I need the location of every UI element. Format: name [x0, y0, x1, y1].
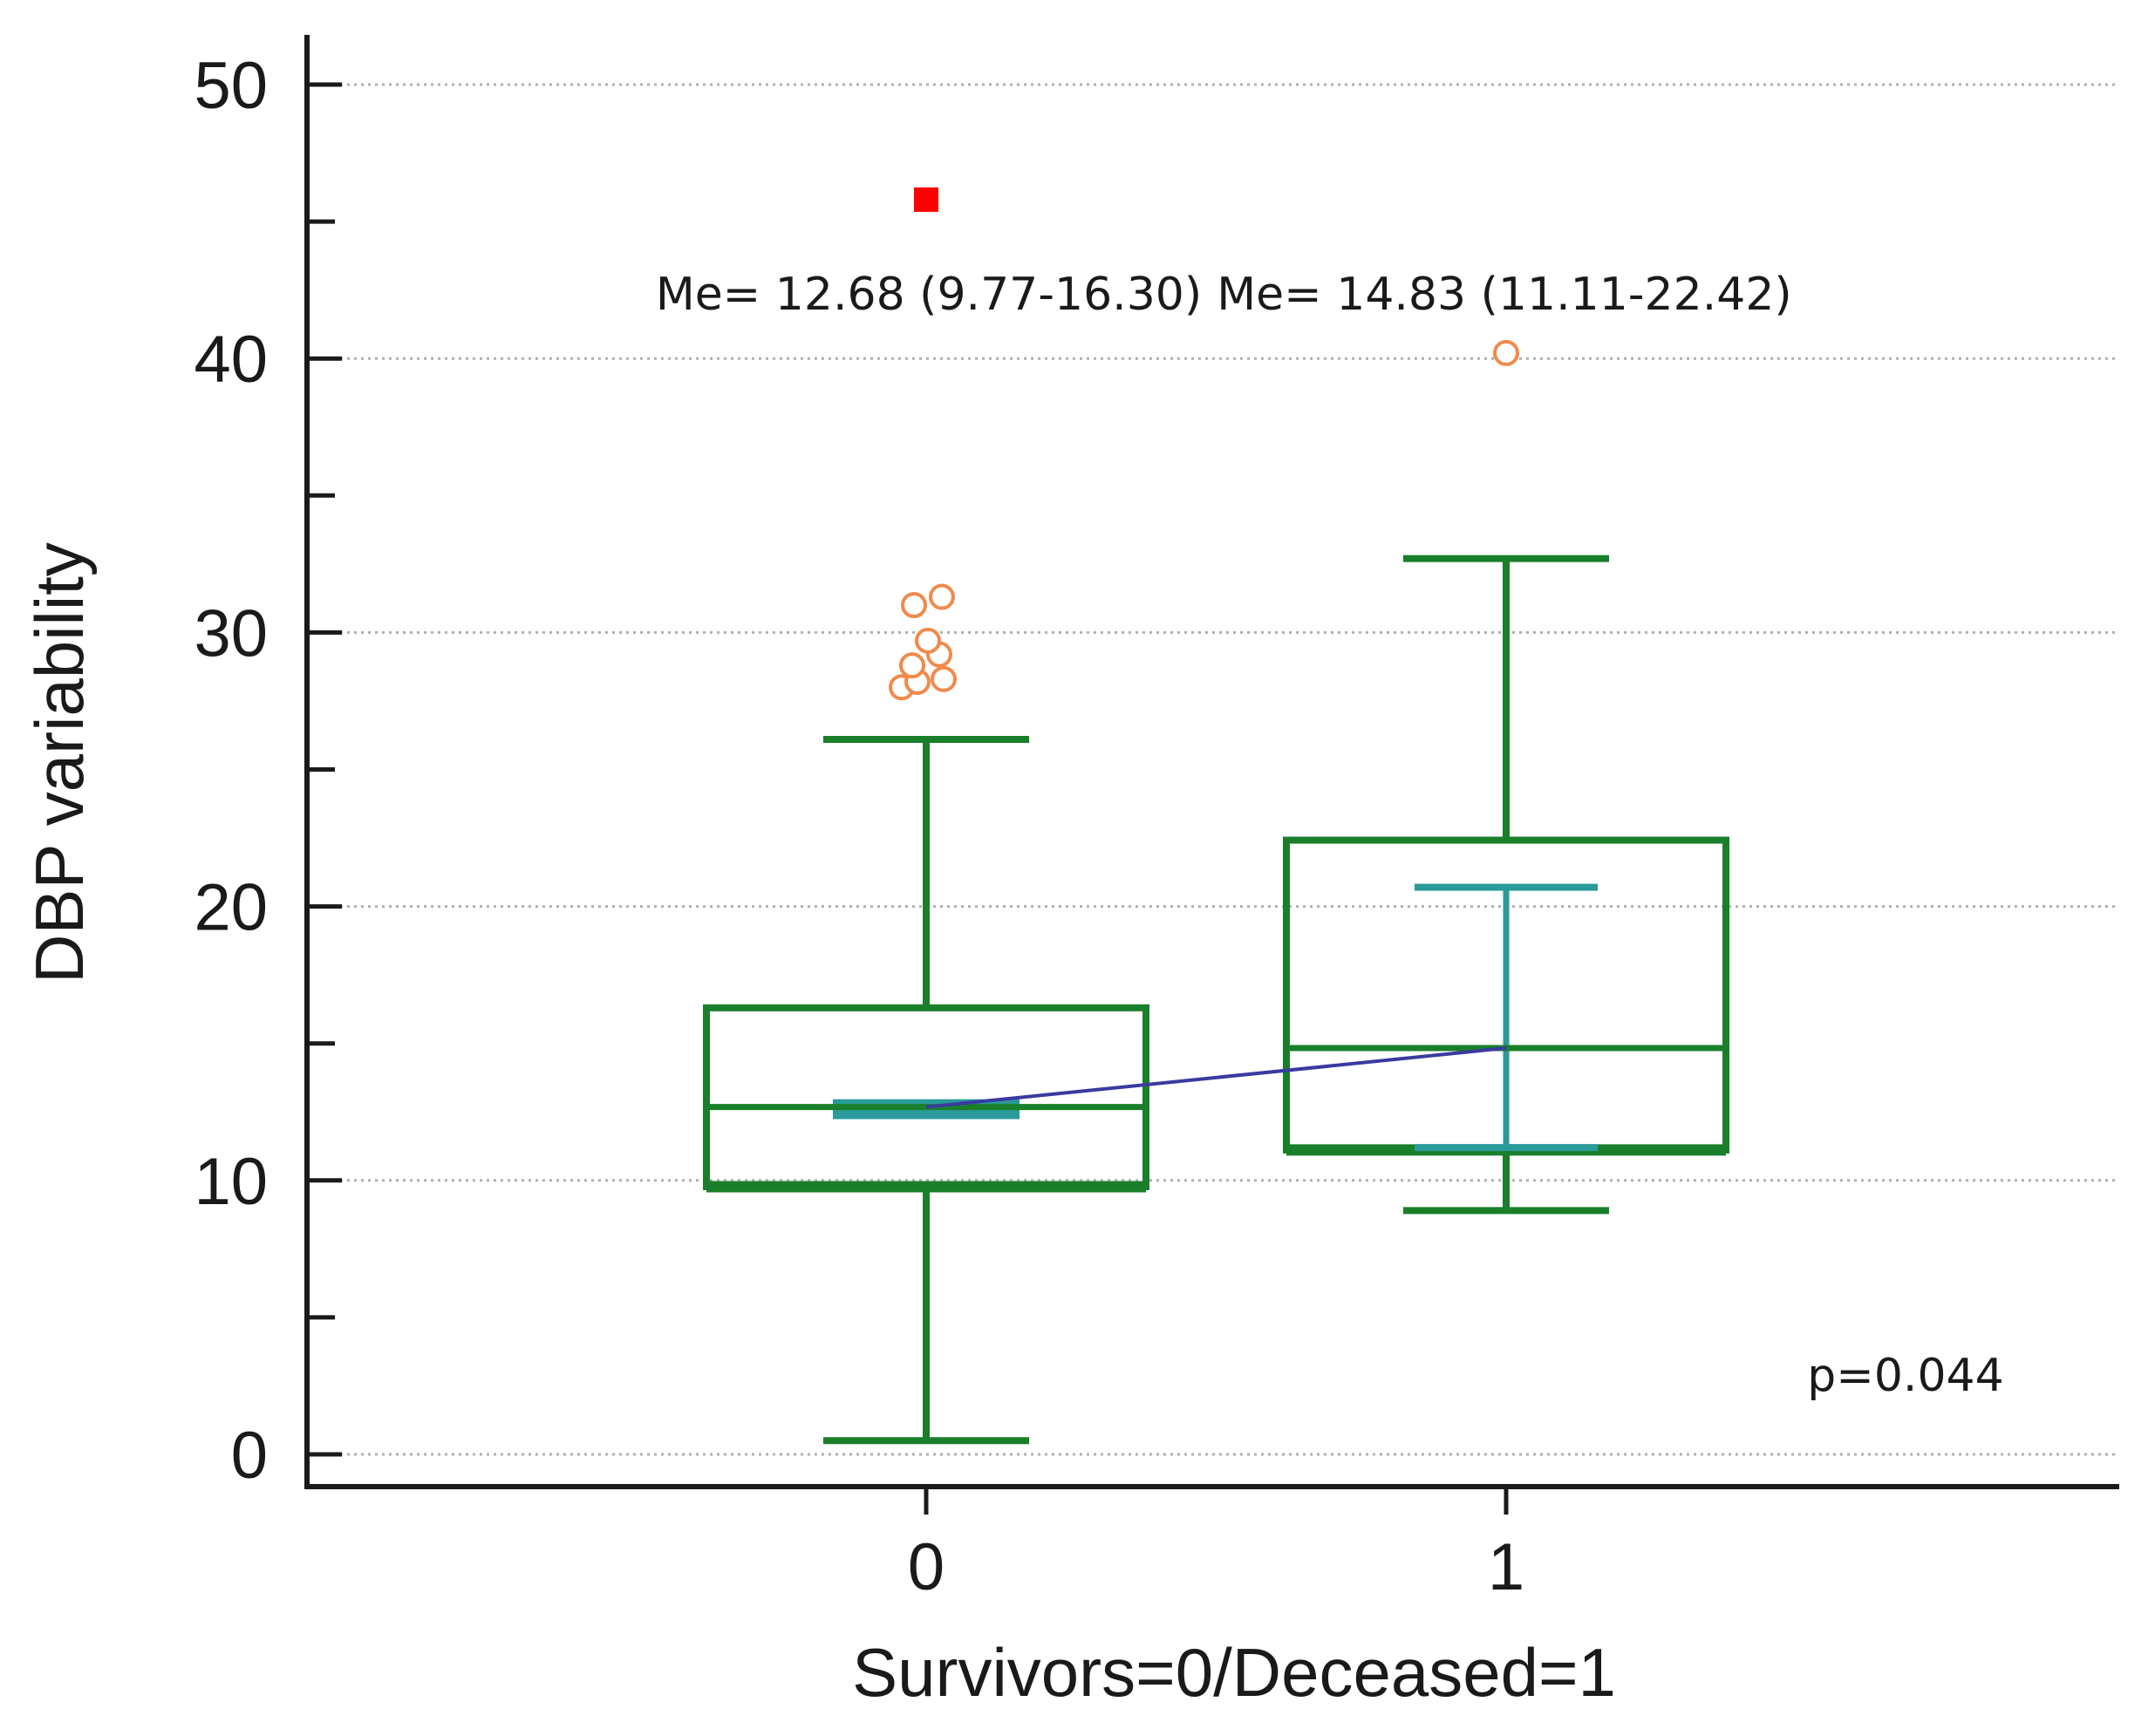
boxes	[703, 555, 1729, 1445]
outlier-points	[889, 187, 1519, 701]
y-ticks: 0 10 20 30 40 50	[194, 49, 342, 1493]
annotation-deceased: Me= 14.83 (11.11-22.42)	[1217, 269, 1791, 321]
y-tick-label-20: 20	[194, 871, 268, 945]
y-tick-label-40: 40	[194, 323, 268, 397]
outlier-point	[915, 627, 941, 654]
median-connector	[925, 1046, 1507, 1109]
outlier-point	[901, 591, 927, 618]
iqr-box	[703, 1004, 1149, 1191]
y-tick-label-10: 10	[194, 1145, 268, 1219]
p-value-label: p=0.044	[1807, 1350, 2003, 1402]
y-tick-label-50: 50	[194, 49, 268, 123]
annotation-survivors: Me= 12.68 (9.77-16.30)	[656, 269, 1202, 321]
outlier-point	[899, 652, 925, 679]
median-connector-line	[925, 1046, 1507, 1109]
x-tick-label-1: 1	[1488, 1530, 1524, 1604]
y-axis-title: DBP variability	[21, 542, 98, 984]
axes	[304, 35, 2119, 1489]
outlier-point	[929, 583, 955, 610]
y-tick-label-30: 30	[194, 596, 268, 671]
outlier-point	[931, 665, 957, 692]
annotations: Me= 12.68 (9.77-16.30) Me= 14.83 (11.11-…	[656, 269, 2004, 1402]
box-1	[1283, 555, 1729, 1215]
x-tick-label-0: 0	[908, 1530, 945, 1604]
y-tick-label-0: 0	[231, 1419, 268, 1493]
far-outlier-point	[914, 187, 938, 212]
grid-lines	[333, 83, 2119, 1456]
x-axis-title: Survivors=0/Deceased=1	[852, 1634, 1616, 1711]
outlier-point	[1493, 339, 1519, 366]
